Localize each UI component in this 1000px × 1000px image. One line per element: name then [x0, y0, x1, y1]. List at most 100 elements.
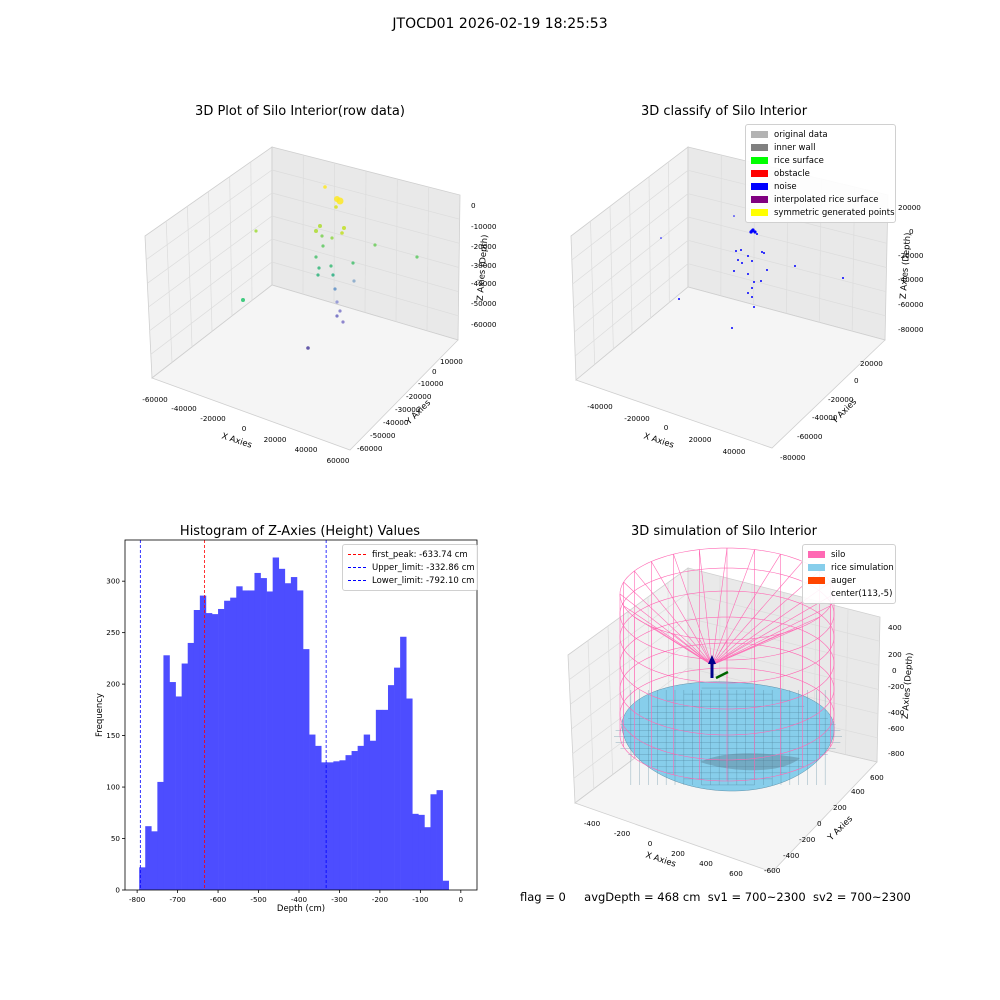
p4-zlabel: Z Axies (Depth) — [901, 652, 916, 719]
p2-ytick-4: 0 — [854, 376, 859, 385]
histogram-bar — [218, 608, 225, 890]
p2-ytick-2: -40000 — [812, 413, 838, 422]
histogram-bar — [290, 577, 298, 890]
legend-label: rice simulation — [831, 562, 894, 573]
scatter-point — [342, 226, 346, 230]
histogram-bar — [351, 751, 358, 890]
silo-roof-spoke — [711, 593, 835, 666]
histogram-bar — [272, 557, 280, 890]
silo-roof-spoke — [711, 547, 728, 666]
scatter-point — [373, 243, 377, 247]
histogram-bar — [339, 760, 346, 890]
legend-swatch — [808, 551, 825, 558]
histogram-bar — [327, 762, 334, 890]
histogram-bar — [151, 831, 158, 890]
scatter-point — [335, 300, 339, 304]
silo-roof-spoke — [699, 549, 713, 666]
p2-ytick-1: -60000 — [797, 432, 823, 441]
legend-item-obstacle: obstacle — [751, 167, 890, 180]
silo-roof-spoke — [673, 554, 713, 666]
p1-ytick-4: -20000 — [406, 392, 432, 401]
legend-label: rice surface — [774, 155, 824, 166]
p2-ztick-2: -40000 — [898, 275, 924, 284]
histogram-bar — [321, 762, 328, 890]
scatter-point — [317, 266, 321, 270]
legend-swatch — [751, 131, 768, 138]
panel1-title: 3D Plot of Silo Interior(row data) — [195, 104, 405, 119]
histogram-bar — [412, 813, 419, 890]
histogram-bar — [236, 586, 243, 890]
p2-ztick-5: 20000 — [898, 203, 921, 212]
histogram-xtick-label: -700 — [169, 895, 186, 904]
legend-item-first-peak: first_peak: -633.74 cm — [348, 548, 472, 561]
histogram-bar — [224, 600, 231, 890]
p2-ztick-0: -80000 — [898, 325, 924, 334]
p4-ztick-4: 0 — [892, 666, 897, 675]
scatter-point — [340, 231, 344, 235]
noise-point — [678, 298, 680, 300]
p2-ztick-3: -20000 — [898, 251, 924, 260]
histogram-bar — [157, 781, 164, 890]
histogram-bar — [199, 595, 207, 890]
silo-roof-spoke — [619, 593, 713, 666]
legend-item-inner-wall: inner wall — [751, 141, 890, 154]
legend-item-symmetric: symmetric generated points — [751, 206, 895, 219]
panel2-legend: original data inner wall rice surface ob… — [745, 124, 896, 223]
p4-ytick-3: 0 — [817, 819, 822, 828]
scatter-point — [316, 273, 320, 277]
legend-line — [348, 567, 366, 568]
histogram-bar — [187, 642, 195, 890]
p1-xtick-3: 0 — [242, 424, 247, 433]
histogram-bar — [242, 590, 249, 890]
silo-roof-spoke — [711, 605, 831, 666]
histogram-bar — [296, 590, 304, 890]
histogram-ytick-label: 50 — [111, 834, 121, 843]
histogram-bar — [266, 591, 273, 890]
grid-line — [271, 261, 459, 317]
p4-xtick-1: -200 — [614, 829, 631, 838]
scatter-point — [323, 185, 327, 189]
noise-point — [660, 237, 662, 239]
p2-xlabel: X Axies — [642, 431, 675, 450]
p1-ztick-1: -50000 — [471, 299, 497, 308]
p1-ztick-2: -40000 — [471, 279, 497, 288]
histogram-bar — [357, 745, 365, 890]
legend-item-center: center(113,-5) — [808, 587, 892, 600]
panel4-plot: -400 -200 0 200 400 600 X Axies -600 -40… — [567, 547, 916, 878]
p2-xtick-3: 20000 — [689, 435, 712, 444]
legend-item-auger: auger — [808, 574, 890, 587]
noise-point — [751, 287, 753, 289]
p2-xtick-1: -20000 — [624, 414, 650, 423]
scatter-point — [254, 229, 258, 233]
histogram-bar — [400, 636, 407, 890]
p1-ztick-4: -20000 — [471, 242, 497, 251]
histogram-bar — [418, 814, 425, 890]
p4-ytick-4: 200 — [833, 803, 847, 812]
histogram-xtick-label: -300 — [331, 895, 348, 904]
legend-item-rice-surface: rice surface — [751, 154, 890, 167]
scatter-point — [333, 287, 337, 291]
p4-ztick-6: 400 — [888, 623, 902, 632]
histogram-ytick-label: 250 — [106, 628, 120, 637]
p1-ztick-0: -60000 — [471, 320, 497, 329]
p1-ytick-2: -40000 — [383, 418, 409, 427]
silo-roof-spoke — [623, 581, 713, 666]
histogram-bar — [139, 867, 146, 890]
scatter-point — [341, 320, 345, 324]
auger-arrow-icon — [708, 655, 716, 664]
panel2-title: 3D classify of Silo Interior — [640, 104, 808, 119]
legend-item-silo: silo — [808, 548, 890, 561]
noise-point — [735, 250, 737, 252]
scatter-point — [306, 346, 310, 350]
noise-point — [751, 296, 753, 298]
scatter-point — [330, 236, 334, 240]
legend-label: original data — [774, 129, 828, 140]
scatter-point — [415, 255, 419, 259]
noise-point — [737, 259, 739, 261]
histogram-xtick-label: -100 — [412, 895, 429, 904]
noise-point — [753, 230, 757, 234]
histogram-bar — [278, 568, 286, 890]
rice-surface-dip — [700, 753, 800, 771]
histogram-legend: first_peak: -633.74 cm Upper_limit: -332… — [342, 544, 478, 591]
scatter-point — [335, 314, 339, 318]
